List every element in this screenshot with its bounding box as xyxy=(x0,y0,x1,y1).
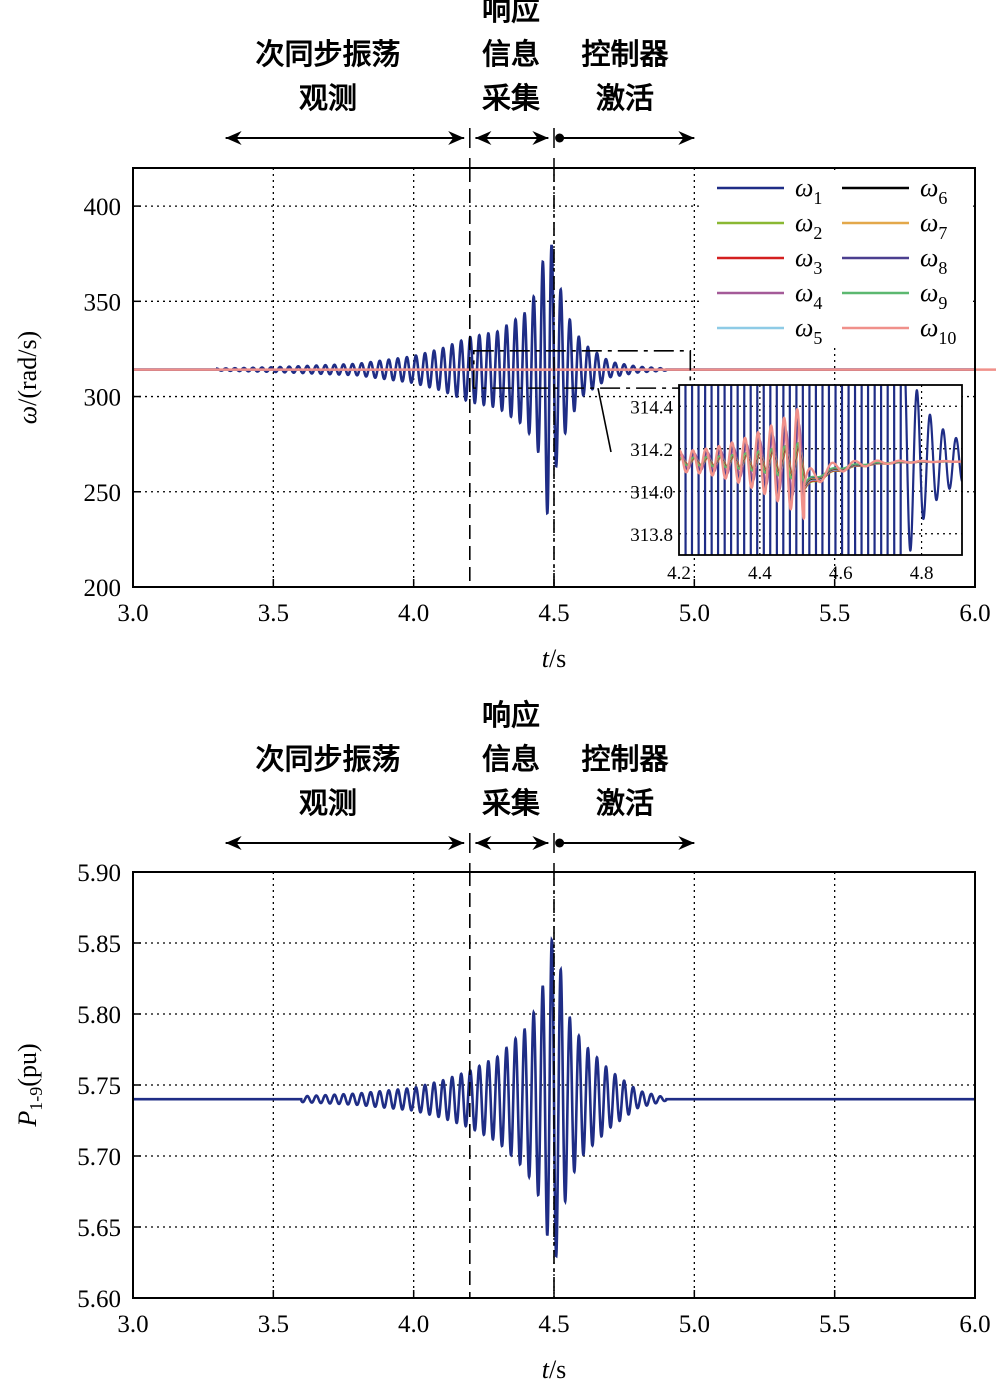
legend-entry: ω10 xyxy=(920,313,956,348)
x-tick-label: 5.5 xyxy=(819,600,850,627)
phase-label: 响应 xyxy=(482,698,540,732)
dot-marker-icon xyxy=(555,838,565,848)
y-tick-label: 5.80 xyxy=(77,1002,121,1029)
y-tick-label: 400 xyxy=(84,194,122,221)
x-axis-label: t/s xyxy=(542,1355,567,1384)
inset-y-tick-label: 313.8 xyxy=(630,525,673,546)
phase-label: 信息 xyxy=(482,37,540,71)
y-axis-label: ω/(rad/s) xyxy=(13,331,42,424)
inset-x-tick-label: 4.6 xyxy=(829,563,853,584)
x-tick-label: 5.5 xyxy=(819,1311,850,1338)
inset-line-ω10 xyxy=(679,407,962,521)
zoom-region-box xyxy=(472,350,692,389)
legend-entry: ω3 xyxy=(795,243,822,278)
phase-label: 控制器 xyxy=(581,37,669,71)
legend-entry: ω9 xyxy=(920,278,947,313)
inset-x-tick-label: 4.2 xyxy=(667,563,691,584)
arrow-head-icon xyxy=(225,131,242,145)
legend-entry: ω8 xyxy=(920,243,947,278)
arrow-head-icon xyxy=(532,131,549,145)
phase-label: 信息 xyxy=(482,742,540,776)
y-tick-label: 350 xyxy=(84,289,122,316)
inset-y-tick-label: 314.4 xyxy=(630,397,673,418)
phase-label: 采集 xyxy=(482,786,541,820)
x-tick-label: 4.0 xyxy=(398,600,429,627)
legend-entry: ω2 xyxy=(795,208,822,243)
legend-entry: ω6 xyxy=(920,173,947,208)
zoom-connector-line xyxy=(597,387,612,453)
y-tick-label: 5.65 xyxy=(77,1215,121,1242)
zoom-indicator xyxy=(472,350,692,453)
legend-entry: ω4 xyxy=(795,278,822,313)
x-tick-label: 3.0 xyxy=(117,600,148,627)
x-tick-label: 4.5 xyxy=(538,1311,569,1338)
dot-marker-icon xyxy=(555,133,565,143)
arrow-head-icon xyxy=(475,836,492,850)
phase-label: 次同步振荡 xyxy=(255,742,400,776)
inset-line-omega1 xyxy=(679,385,962,555)
x-tick-label: 4.5 xyxy=(538,600,569,627)
arrow-head-icon xyxy=(678,131,695,145)
y-tick-label: 300 xyxy=(84,385,122,412)
x-tick-label: 3.0 xyxy=(117,1311,148,1338)
legend-entry: ω7 xyxy=(920,208,947,243)
y-tick-label: 200 xyxy=(84,575,122,602)
inset-x-tick-label: 4.4 xyxy=(748,563,772,584)
inset-chart: 4.2 4.4 4.6 4.8 313.8 314.0 314.2 314.4 xyxy=(630,384,963,584)
x-axis-label: t/s xyxy=(542,644,567,673)
y-tick-label: 5.85 xyxy=(77,931,121,958)
inset-frame xyxy=(678,384,963,556)
y-tick-label: 5.90 xyxy=(77,860,121,887)
x-tick-label: 6.0 xyxy=(959,600,990,627)
x-tick-label: 5.0 xyxy=(679,1311,710,1338)
inset-y-tick-label: 314.2 xyxy=(630,440,673,461)
inset-y-tick-label: 314.0 xyxy=(630,482,673,503)
x-tick-label: 3.5 xyxy=(258,1311,289,1338)
inset-x-tick-label: 4.8 xyxy=(910,563,934,584)
x-tick-label: 3.5 xyxy=(258,600,289,627)
arrow-head-icon xyxy=(678,836,695,850)
y-tick-label: 250 xyxy=(84,480,122,507)
phase-label: 次同步振荡 xyxy=(255,37,400,71)
axis-ticks: 3.0 3.5 4.0 4.5 5.0 5.5 6.0 5.60 5.65 5.70 5.75 5.8… xyxy=(77,860,990,1338)
arrow-head-icon xyxy=(532,836,549,850)
arrow-head-icon xyxy=(448,131,465,145)
phase-label: 激活 xyxy=(596,81,654,115)
y-axis-label: P1-9(pu) xyxy=(13,1043,46,1127)
phase-label: 激活 xyxy=(596,786,654,820)
phase-label: 控制器 xyxy=(581,742,669,776)
arrow-head-icon xyxy=(448,836,465,850)
inset-series xyxy=(679,385,962,555)
phase-label: 响应 xyxy=(482,0,540,27)
x-tick-label: 5.0 xyxy=(679,600,710,627)
y-tick-label: 5.60 xyxy=(77,1286,121,1313)
y-tick-label: 5.70 xyxy=(77,1144,121,1171)
phase-label: 采集 xyxy=(482,81,541,115)
x-tick-label: 4.0 xyxy=(398,1311,429,1338)
axis-ticks: 3.0 3.5 4.0 4.5 5.0 5.5 6.0 200 250 300 350 400 xyxy=(84,194,991,627)
phase-label: 观测 xyxy=(299,786,357,820)
y-tick-label: 5.75 xyxy=(77,1073,121,1100)
legend-entry: ω5 xyxy=(795,313,822,348)
phase-label: 观测 xyxy=(299,81,357,115)
arrow-head-icon xyxy=(475,131,492,145)
x-tick-label: 6.0 xyxy=(959,1311,990,1338)
arrow-head-icon xyxy=(225,836,242,850)
legend-entry: ω1 xyxy=(795,173,822,208)
